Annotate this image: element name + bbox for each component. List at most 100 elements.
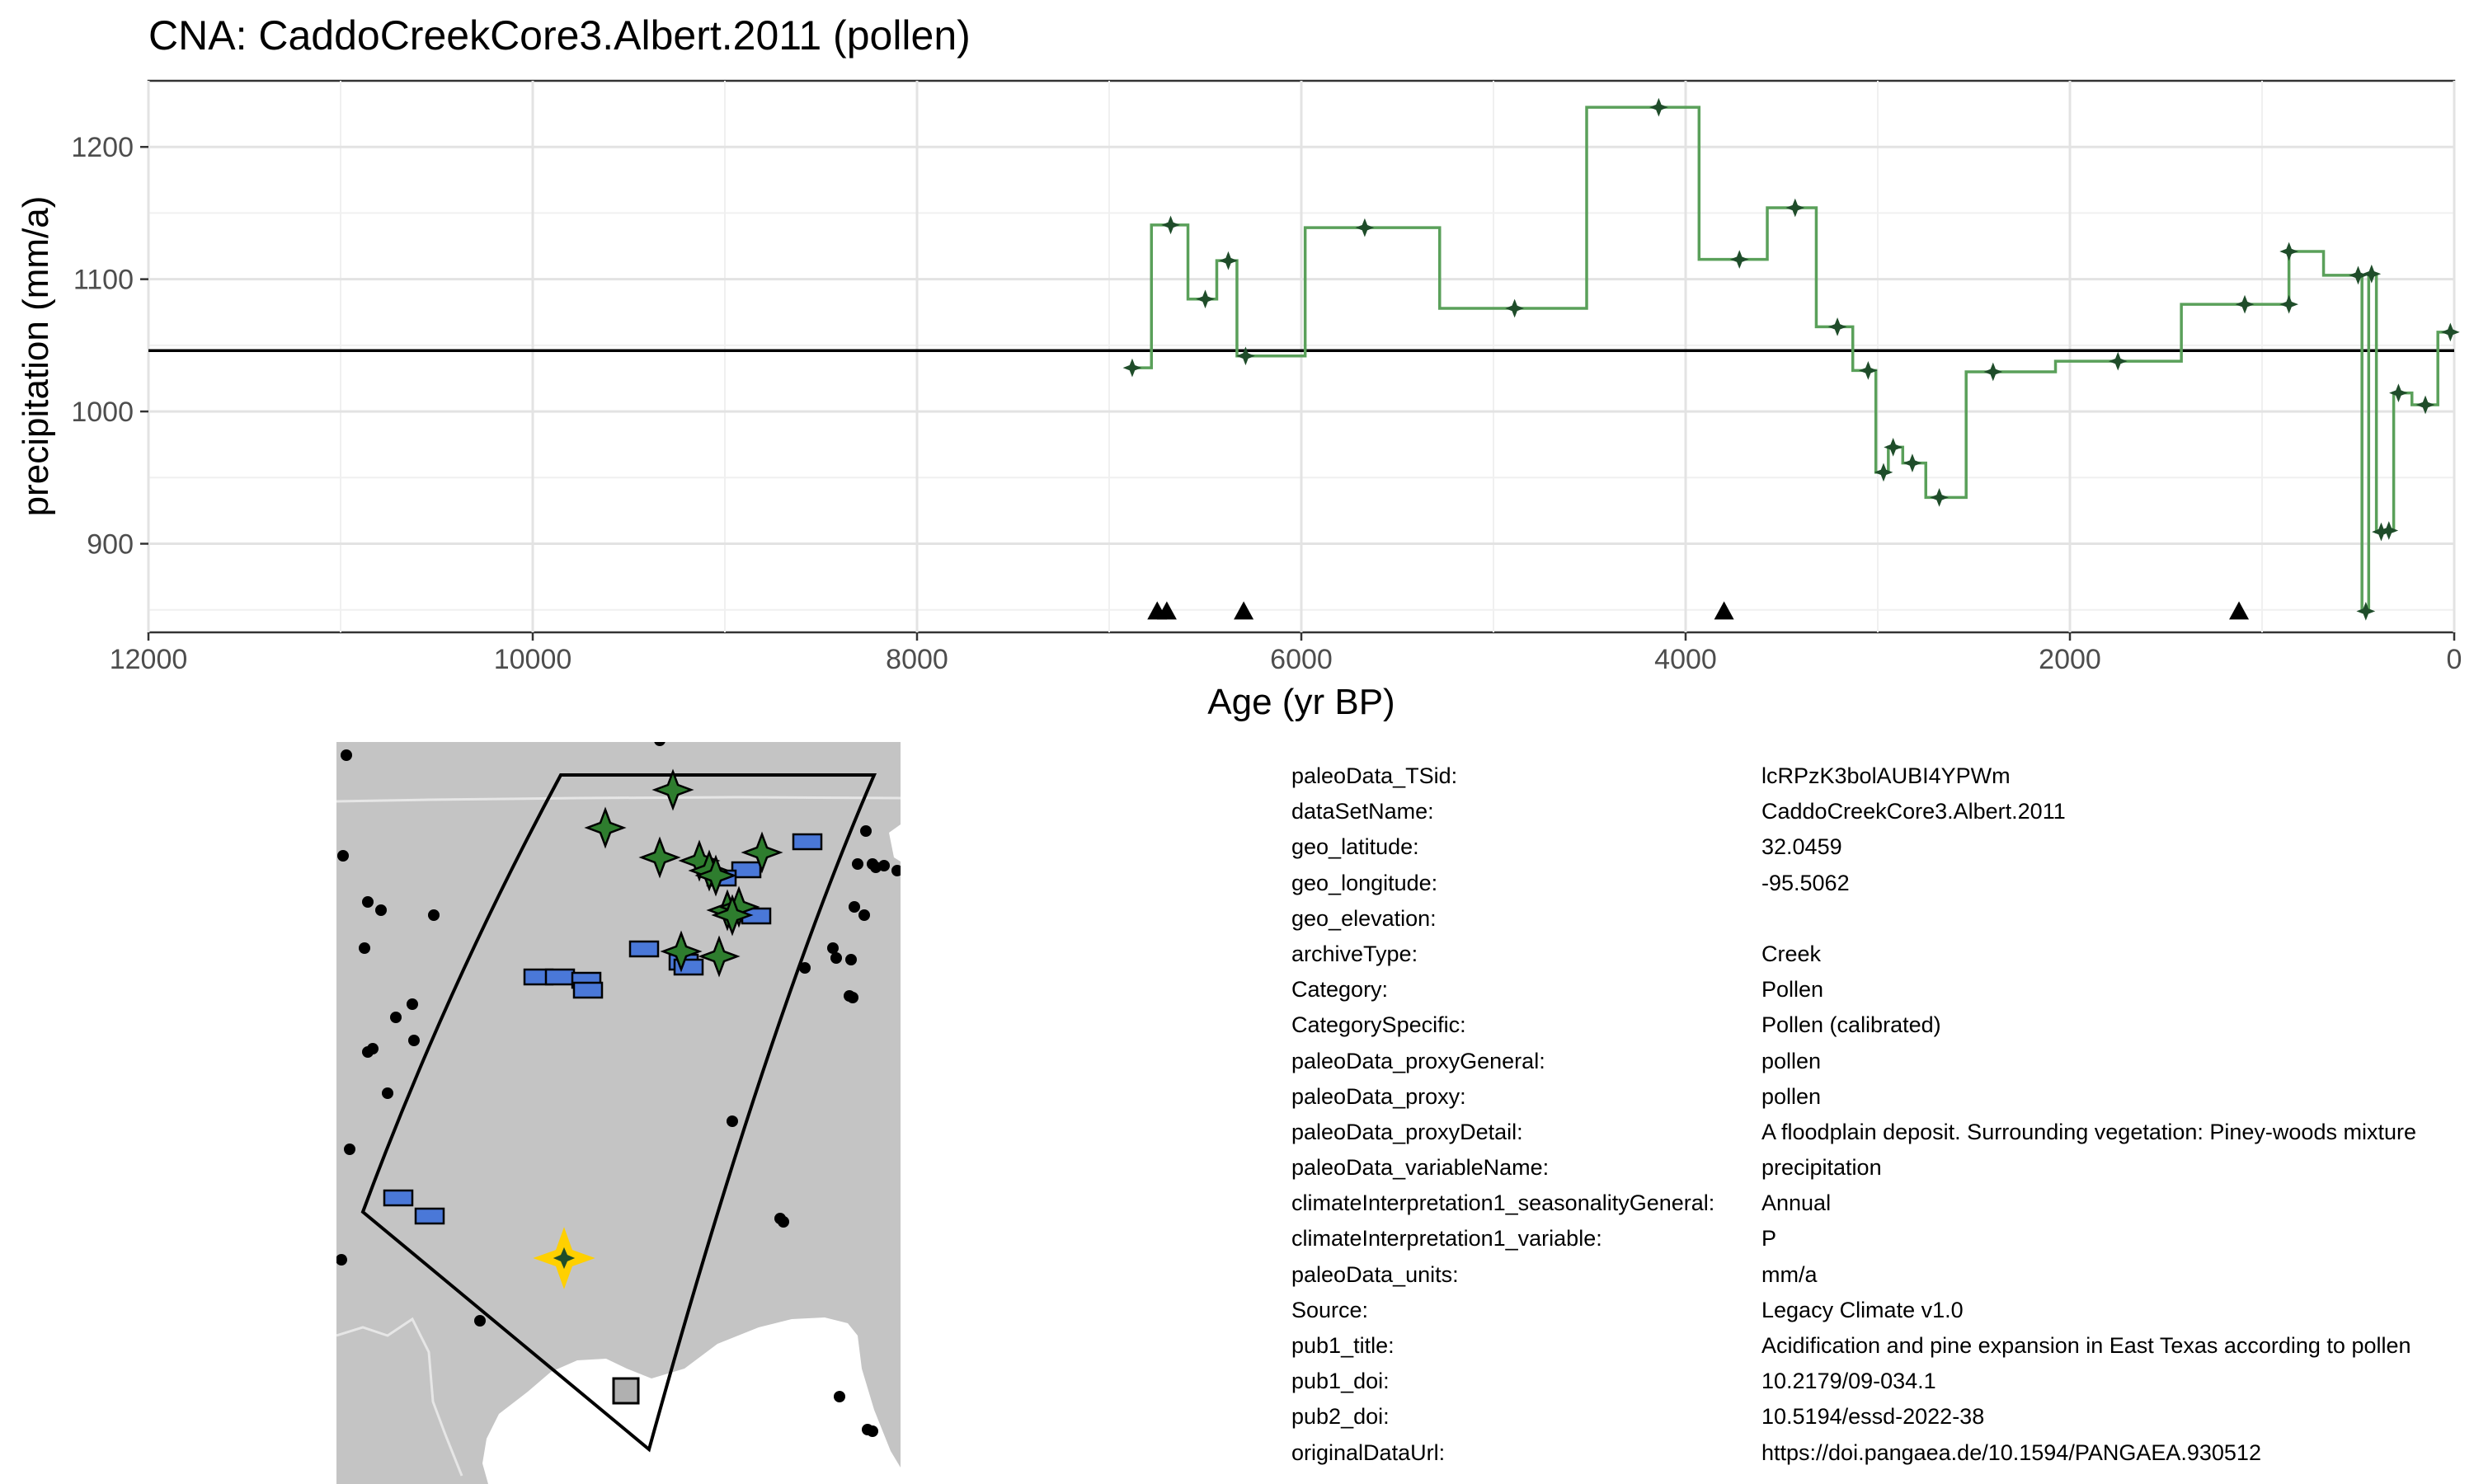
metadata-row: paleoData_proxy: pollen: [1291, 1079, 2474, 1115]
site-dot: [844, 990, 855, 1002]
metadata-value: lcRPzK3bolAUBI4YPWm: [1761, 763, 2011, 788]
y-tick-label: 900: [87, 529, 134, 561]
metadata-value: -95.5062: [1761, 870, 1850, 895]
data-point: [2389, 383, 2408, 402]
data-point: [1236, 346, 1255, 366]
x-tick-label: 0: [2447, 644, 2462, 675]
site-dot: [337, 850, 349, 862]
data-point: [2440, 322, 2460, 342]
x-tick-label: 2000: [2039, 644, 2101, 675]
site-rect: [628, 940, 660, 958]
data-point: [1930, 487, 1949, 507]
site-rect-gray: [612, 1377, 640, 1405]
x-axis-title: Age (yr BP): [1207, 682, 1395, 722]
site-dot: [778, 1216, 789, 1228]
metadata-key: geo_latitude:: [1291, 834, 1419, 860]
site-dot: [878, 860, 890, 871]
data-point: [1903, 453, 1922, 473]
metadata-value: Creek: [1761, 941, 1822, 966]
data-point: [2108, 351, 2128, 371]
selected-site-center: [553, 1247, 576, 1270]
metadata-value: precipitation: [1761, 1155, 1882, 1181]
data-point: [2235, 294, 2255, 314]
data-point: [1649, 97, 1668, 117]
x-tick-label: 6000: [1270, 644, 1333, 675]
data-point: [2362, 264, 2382, 284]
site-star: [584, 806, 627, 849]
data-point: [2279, 294, 2298, 314]
data-point: [2279, 242, 2298, 261]
metadata-row: CategorySpecific: Pollen (calibrated): [1291, 1007, 2474, 1043]
site-dot: [407, 998, 418, 1010]
data-point: [1858, 360, 1878, 380]
metadata-key: pub2_doi:: [1291, 1404, 1390, 1430]
metadata-value: Pollen (calibrated): [1761, 1012, 1941, 1038]
metadata-key: paleoData_proxyGeneral:: [1291, 1048, 1545, 1073]
site-dot: [727, 1115, 738, 1127]
metadata-value: mm/a: [1761, 1261, 1818, 1287]
site-dot: [375, 904, 387, 916]
metadata-row: pub1_title: Acidification and pine expans…: [1291, 1328, 2474, 1364]
data-point: [1827, 317, 1847, 336]
metadata-row: paleoData_proxyGeneral: pollen: [1291, 1044, 2474, 1079]
metadata-key: pub1_title:: [1291, 1333, 1395, 1358]
metadata-value: Legacy Climate v1.0: [1761, 1297, 1964, 1322]
site-dot: [344, 1144, 355, 1155]
metadata-row: Category: Pollen: [1291, 972, 2474, 1007]
data-point: [1196, 289, 1215, 309]
metadata-value: CaddoCreekCore3.Albert.2011: [1761, 799, 2066, 824]
metadata-key: paleoData_variableName:: [1291, 1155, 1550, 1181]
metadata-value: pollen: [1761, 1048, 1822, 1073]
x-tick-label: 10000: [494, 644, 572, 675]
metadata-row: originalDataUrl: https://doi.pangaea.de/1…: [1291, 1435, 2474, 1471]
data-point: [2415, 395, 2435, 415]
site-dot: [860, 825, 872, 837]
data-point: [2379, 521, 2399, 540]
data-point: [1983, 362, 2003, 382]
site-dot: [849, 901, 860, 913]
metadata-key: paleoData_TSid:: [1291, 763, 1458, 788]
age-control-triangle: [1714, 601, 1734, 620]
metadata-key: geo_longitude:: [1291, 870, 1438, 895]
metadata-row: archiveType: Creek: [1291, 937, 2474, 972]
site-dot: [891, 865, 901, 876]
data-point: [1729, 250, 1749, 269]
mexico-border: [336, 1317, 463, 1477]
site-dot: [390, 1012, 402, 1023]
study-region-outline: [360, 773, 877, 1453]
metadata-key: CategorySpecific:: [1291, 1012, 1466, 1038]
metadata-value: A floodplain deposit. Surrounding vegeta…: [1761, 1119, 2416, 1144]
axes: 12000 10000 8000 6000 4000 2000 0 900 1000 1100 12…: [71, 132, 2462, 675]
site-rect: [414, 1207, 445, 1225]
map-land: [336, 742, 901, 1484]
metadata-row: Source: Legacy Climate v1.0: [1291, 1293, 2474, 1328]
series-layer: [1122, 97, 2460, 621]
data-point: [1219, 251, 1238, 270]
metadata-value: 32.0459: [1761, 834, 1842, 860]
metadata-value: 10.5194/essd-2022-38: [1761, 1404, 1985, 1430]
site-dot: [852, 858, 863, 870]
data-point: [1122, 358, 1142, 378]
site-dot: [382, 1087, 393, 1099]
map-star-markers: [584, 768, 783, 978]
age-control-triangle: [1234, 601, 1254, 620]
metadata-table: paleoData_TSid: lcRPzK3bolAUBI4YPWm dataSe…: [1291, 758, 2474, 1471]
metadata-key: archiveType:: [1291, 941, 1418, 966]
data-point: [1874, 463, 1893, 482]
metadata-key: pub1_doi:: [1291, 1369, 1390, 1394]
metadata-key: Category:: [1291, 977, 1389, 1003]
site-star: [741, 831, 783, 874]
site-dot: [336, 1254, 347, 1266]
site-rect: [792, 833, 823, 851]
site-star: [651, 768, 694, 811]
precipitation-chart: CNA: CaddoCreekCore3.Albert.2011 (pollen…: [16, 12, 2462, 722]
site-dot: [799, 962, 811, 974]
metadata-value: https://doi.pangaea.de/10.1594/PANGAEA.9…: [1761, 1439, 2261, 1465]
age-control-triangle: [2229, 601, 2250, 620]
site-dot: [408, 1035, 420, 1046]
site-dot: [362, 896, 374, 908]
data-point: [1505, 298, 1525, 318]
metadata-row: paleoData_units: mm/a: [1291, 1257, 2474, 1293]
x-tick-label: 8000: [886, 644, 948, 675]
y-axis-title: precipitation (mm/a): [16, 196, 56, 517]
